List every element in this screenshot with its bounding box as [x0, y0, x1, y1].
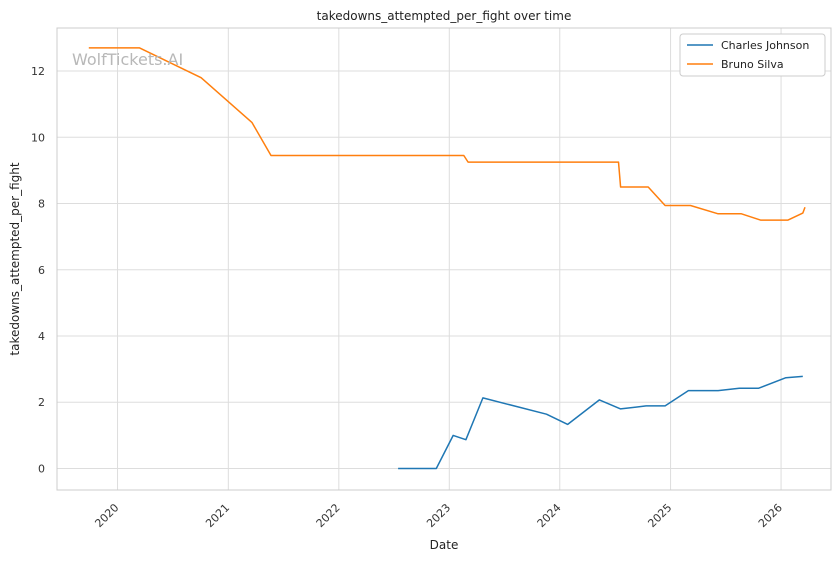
plot-area-frame — [56, 27, 832, 491]
legend-label: Bruno Silva — [721, 58, 784, 71]
legend: Charles Johnson Bruno Silva — [679, 33, 826, 77]
y-tick-label: 12 — [31, 65, 45, 78]
y-tick-label: 6 — [38, 264, 45, 277]
y-axis-label: takedowns_attempted_per_fight — [8, 162, 22, 355]
legend-label: Charles Johnson — [721, 39, 809, 52]
series-line-2 — [88, 47, 806, 221]
x-axis-label: Date — [430, 538, 459, 552]
watermark: WolfTickets.AI — [72, 50, 183, 69]
y-axis-ticks: 0 2 4 6 8 10 12 — [31, 65, 45, 475]
y-tick-label: 10 — [31, 131, 45, 144]
series-line-1 — [398, 375, 803, 470]
series-layer — [88, 47, 806, 470]
y-tick-label: 2 — [38, 396, 45, 409]
y-tick-label: 4 — [38, 330, 45, 343]
y-tick-label: 8 — [38, 198, 45, 211]
chart-title: takedowns_attempted_per_fight over time — [317, 9, 572, 23]
y-tick-label: 0 — [38, 462, 45, 475]
legend-box — [679, 33, 826, 77]
